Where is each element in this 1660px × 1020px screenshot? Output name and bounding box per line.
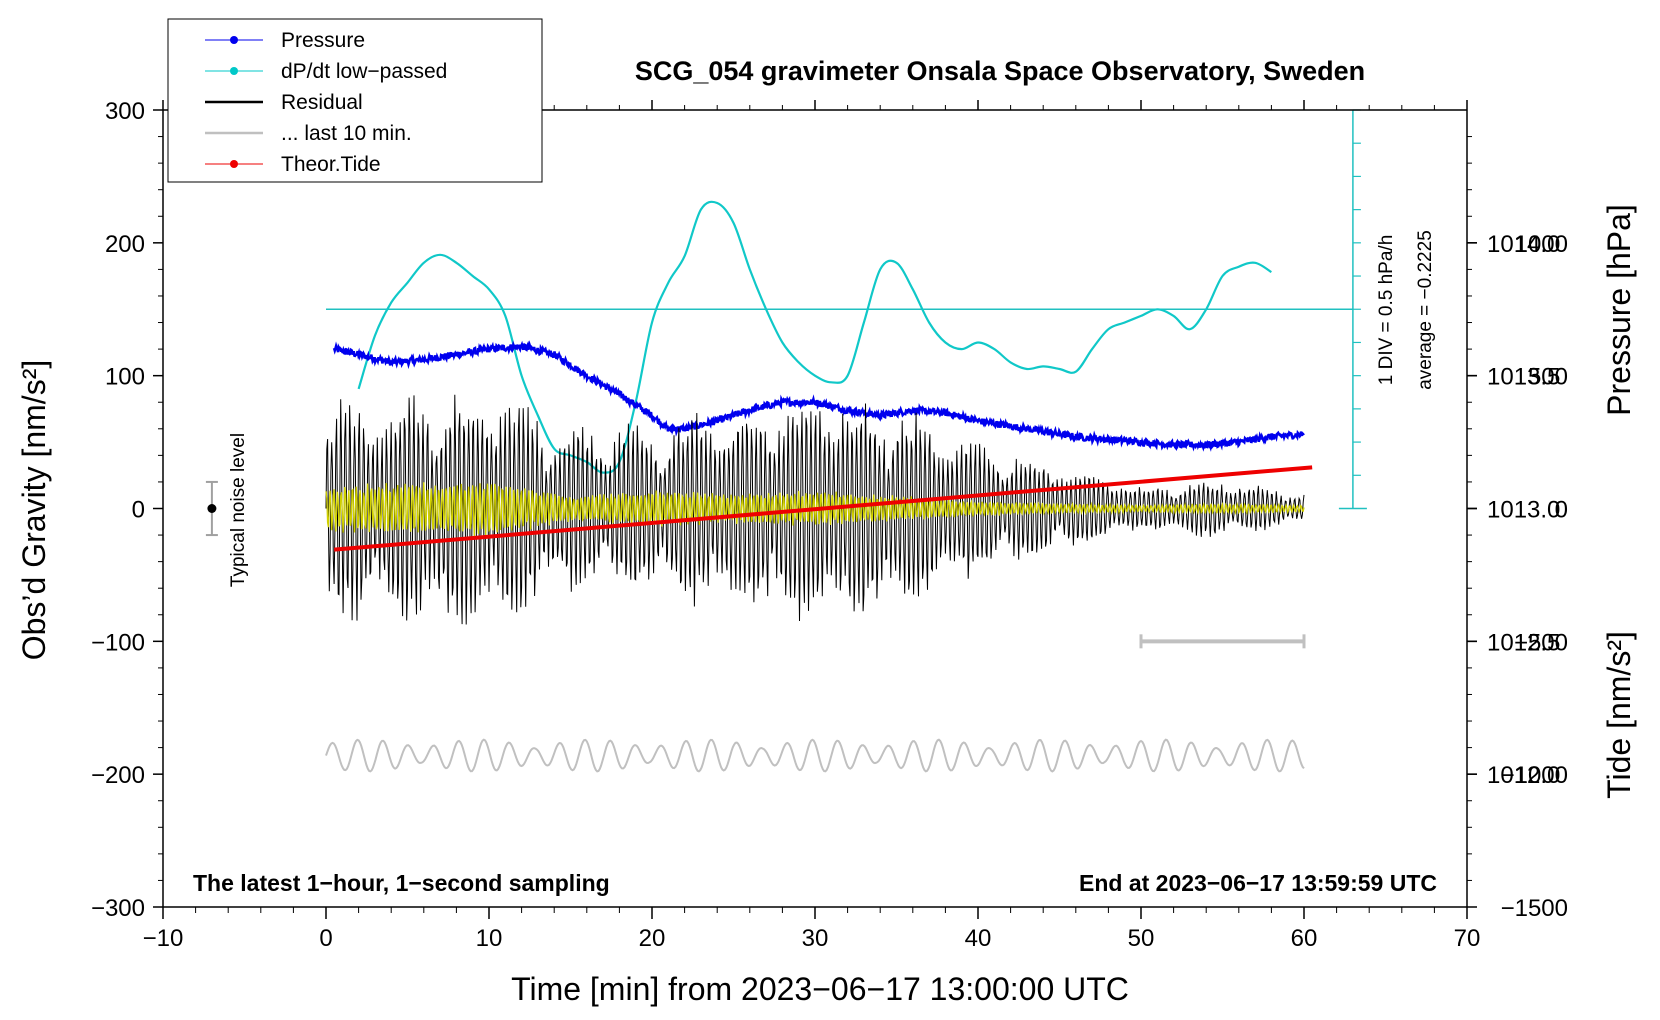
dpdt-series-line — [357, 200, 1272, 474]
tide-tick-label: 0 — [1555, 497, 1568, 524]
chart-title: SCG_054 gravimeter Onsala Space Observat… — [635, 56, 1365, 86]
legend-swatch-dot — [230, 67, 238, 75]
x-tick-label: 20 — [639, 925, 666, 952]
x-tick-label: 30 — [802, 925, 829, 952]
y-tick-label: −200 — [91, 762, 145, 789]
tide-tick-label: 500 — [1528, 364, 1568, 391]
tide-tick-label: −1000 — [1501, 762, 1568, 789]
x-tick-label: 0 — [319, 925, 332, 952]
noise-level-label: Typical noise level — [228, 433, 249, 587]
pressure-series-line — [332, 340, 1305, 452]
legend-label: Pressure — [281, 29, 365, 52]
pressure-tick-label: 1014.0 — [1487, 231, 1560, 258]
pressure-tick-label: 1013.5 — [1487, 364, 1560, 391]
residual-yellow-line — [325, 482, 1305, 537]
x-tick-label: 40 — [965, 925, 992, 952]
legend: Pressure dP/dt low−passed Residual ... last… — [167, 18, 543, 183]
legend-swatch-dot — [230, 160, 238, 168]
x-tick-label: 60 — [1291, 925, 1318, 952]
x-tick-label: 10 — [476, 925, 503, 952]
y-tick-label: 300 — [105, 98, 145, 125]
tide-tick-label: −500 — [1514, 629, 1568, 656]
y-axis-title-pressure: Pressure [hPa] — [1601, 204, 1637, 416]
noise-point — [207, 504, 217, 513]
y-axis-title-gravity: Obs’d Gravity [nm/s²] — [16, 360, 52, 661]
legend-label: Theor.Tide — [281, 153, 381, 176]
tide-series-line — [333, 465, 1313, 552]
last10-series-line — [325, 738, 1305, 773]
x-axis-title: Time [min] from 2023−06−17 13:00:00 UTC — [511, 971, 1129, 1007]
legend-label: dP/dt low−passed — [281, 60, 447, 83]
pressure-tick-label: 1012.0 — [1487, 762, 1560, 789]
legend-label: Residual — [281, 91, 363, 114]
y-tick-label: 100 — [105, 364, 145, 391]
legend-box — [167, 18, 543, 183]
pressure-tick-label: 1012.5 — [1487, 629, 1560, 656]
footer-sampling-note: The latest 1−hour, 1−second sampling — [193, 870, 610, 896]
average-label: average = −0.2225 — [1415, 230, 1436, 390]
y-tick-label: −300 — [91, 895, 145, 922]
pressure-tick-label: 1013.0 — [1487, 497, 1560, 524]
tide-tick-label: 1000 — [1515, 231, 1568, 258]
y-axis-title-tide: Tide [nm/s²] — [1601, 631, 1637, 799]
x-tick-label: 70 — [1454, 925, 1481, 952]
legend-label: ... last 10 min. — [281, 122, 412, 145]
tide-tick-label: −1500 — [1501, 895, 1568, 922]
y-tick-label: 200 — [105, 231, 145, 258]
y-tick-label: −100 — [91, 629, 145, 656]
x-tick-label: 50 — [1128, 925, 1155, 952]
scale-label: 1 DIV = 0.5 hPa/h — [1376, 235, 1397, 386]
footer-end-time: End at 2023−06−17 13:59:59 UTC — [1079, 870, 1437, 896]
legend-swatch-dot — [230, 36, 238, 44]
x-tick-label: −10 — [143, 925, 184, 952]
y-tick-label: 0 — [132, 497, 145, 524]
residual-series-line — [325, 394, 1305, 625]
